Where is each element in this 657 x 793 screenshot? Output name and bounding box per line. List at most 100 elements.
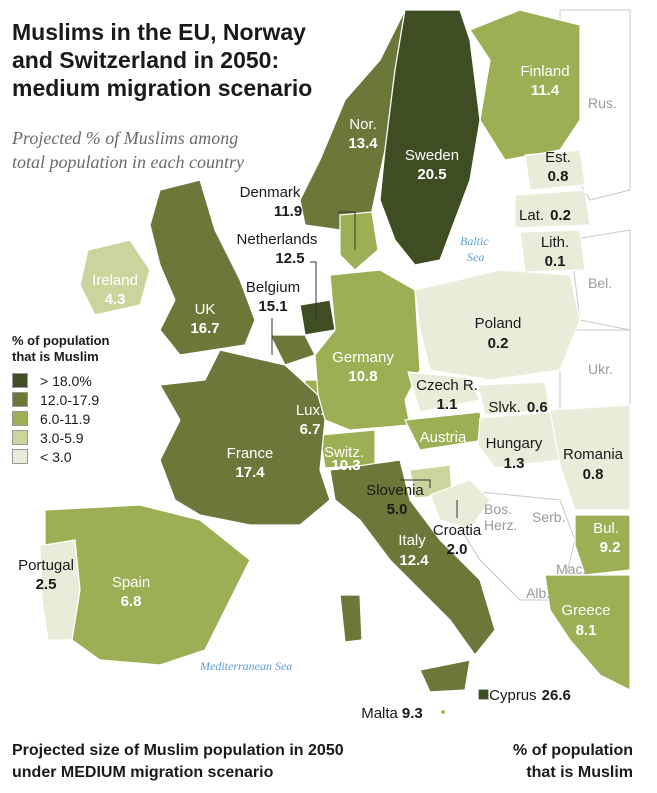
russia-label: Rus.	[588, 95, 617, 111]
cyprus-swatch	[477, 688, 490, 701]
austria-label: Austria 10.6	[420, 429, 467, 463]
slovenia-label: Slovenia 5.0	[366, 482, 424, 518]
country-labels-light: Finland 11.4 Nor. 13.4 Sweden 20.5 Ireland 4…	[92, 63, 620, 639]
cyprus-label: Cyprus 26.6	[489, 687, 571, 704]
latvia-label: Lat. 0.2	[519, 207, 571, 224]
norway-label: Nor. 13.4	[348, 116, 378, 152]
poland-label: Poland 0.2	[475, 315, 522, 352]
italy-shape	[329, 459, 496, 656]
baltic-sea-label: Baltic Sea	[460, 234, 489, 264]
netherlands-label: Netherlands 12.5	[237, 231, 318, 267]
romania-shape	[549, 404, 631, 511]
denmark-shape	[339, 211, 379, 271]
finland-shape	[469, 9, 581, 161]
bulgaria-shape	[574, 514, 631, 576]
footer-caption-line2: under MEDIUM migration scenario	[12, 764, 274, 781]
spain-shape	[44, 504, 251, 666]
sweden-label: Sweden 20.5	[405, 147, 459, 183]
albania-label: Alb.	[526, 585, 550, 601]
ireland-label: Ireland 4.3	[92, 272, 138, 308]
netherlands-leader	[310, 261, 317, 320]
legend-item: 3.0-5.9	[12, 428, 162, 447]
map-title: Muslims in the EU, Norway and Switzerlan…	[12, 19, 313, 101]
portugal-label: Portugal 2.5	[18, 557, 74, 593]
hungary-shape	[477, 411, 561, 469]
italy-label: Italy 12.4	[398, 532, 429, 569]
sweden-shape	[379, 9, 481, 266]
bulgaria-label: Bul. 9.2	[593, 520, 620, 556]
legend-item-label: 3.0-5.9	[40, 429, 84, 446]
france-shape	[159, 349, 331, 526]
switzerland-label: Switz. 10.3	[324, 444, 364, 474]
legend-swatch	[12, 411, 28, 426]
greece-shape	[544, 574, 631, 691]
footer-unit-label: % of population that is Muslim	[473, 740, 633, 784]
legend-swatch	[12, 392, 28, 407]
legend-title: % of population that is Muslim	[12, 333, 162, 365]
finland-label: Finland 11.4	[520, 63, 569, 99]
country-labels-dark: Est. 0.8 Lat. 0.2 Lith. 0.1 Denmark 11.9 Net…	[18, 149, 624, 722]
germany-label: Germany 10.8	[332, 349, 394, 385]
slovakia-label: Slvk. 0.6	[488, 399, 547, 416]
estonia-label: Est. 0.8	[545, 149, 571, 185]
netherlands-shape	[299, 299, 336, 336]
legend-item: 12.0-17.9	[12, 390, 162, 409]
sardinia-shape	[339, 594, 363, 643]
denmark-label: Denmark 11.9	[240, 184, 303, 220]
serbia-label: Serb.	[532, 509, 565, 525]
legend-item-label: 6.0-11.9	[40, 410, 91, 427]
legend-title-line1: % of population	[12, 333, 110, 348]
lithuania-label: Lith. 0.1	[541, 234, 569, 270]
poland-shape	[414, 269, 581, 381]
footer-unit-line2: that is Muslim	[526, 764, 633, 781]
romania-label: Romania 0.8	[563, 446, 624, 483]
malta-label: Malta 9.3	[361, 705, 423, 722]
legend-swatch	[12, 430, 28, 445]
croatia-label: Croatia 2.0	[433, 522, 482, 558]
legend-swatch	[12, 449, 28, 464]
belgium-shape	[269, 334, 316, 366]
non-eu-labels: Rus. Bel. Ukr. Bos. Herz. Serb. Mac. Alb.	[484, 95, 617, 601]
france-label: France 17.4	[227, 445, 274, 481]
macedonia-label: Mac.	[556, 561, 586, 577]
bosnia-label: Bos. Herz.	[484, 501, 517, 533]
footer-unit-line1: % of population	[513, 742, 633, 759]
legend-item-label: > 18.0%	[40, 372, 92, 389]
legend-item-label: < 3.0	[40, 448, 72, 465]
spain-label: Spain 6.8	[112, 574, 150, 610]
uk-shape	[149, 179, 256, 356]
footer-caption-line1: Projected size of Muslim population in 2…	[12, 742, 344, 759]
ukraine-label: Ukr.	[588, 361, 613, 377]
denmark-leader	[338, 211, 356, 250]
legend-item: < 3.0	[12, 447, 162, 466]
map-subtitle: Projected % of Muslims among total popul…	[12, 128, 244, 172]
belarus-label: Bel.	[588, 275, 612, 291]
malta-dot	[439, 708, 447, 716]
czech-label: Czech R. 1.1	[416, 377, 478, 413]
legend-item: > 18.0%	[12, 371, 162, 390]
legend: % of population that is Muslim > 18.0% 1…	[12, 333, 162, 466]
sicily-shape	[419, 659, 471, 693]
countries	[39, 9, 631, 716]
germany-shape	[314, 269, 421, 431]
leader-lines	[271, 211, 458, 518]
greece-label: Greece 8.1	[561, 602, 610, 639]
czech-shape	[407, 371, 481, 413]
uk-label: UK 16.7	[190, 301, 219, 337]
lithuania-shape	[519, 229, 586, 273]
latvia-shape	[514, 189, 591, 229]
ireland-shape	[79, 239, 151, 316]
legend-title-line2: that is Muslim	[12, 349, 99, 364]
mediterranean-sea-label: Mediterranean Sea	[199, 659, 292, 673]
croatia-shape	[429, 479, 491, 531]
footer-caption: Projected size of Muslim population in 2…	[12, 740, 432, 784]
belgium-label: Belgium 15.1	[246, 279, 300, 315]
slovenia-leader	[400, 479, 431, 488]
estonia-shape	[524, 149, 586, 191]
hungary-label: Hungary 1.3	[486, 435, 543, 472]
luxembourg-label: Lux. 6.7	[296, 402, 324, 438]
legend-item: 6.0-11.9	[12, 409, 162, 428]
legend-swatch	[12, 373, 28, 388]
legend-item-label: 12.0-17.9	[40, 391, 100, 408]
